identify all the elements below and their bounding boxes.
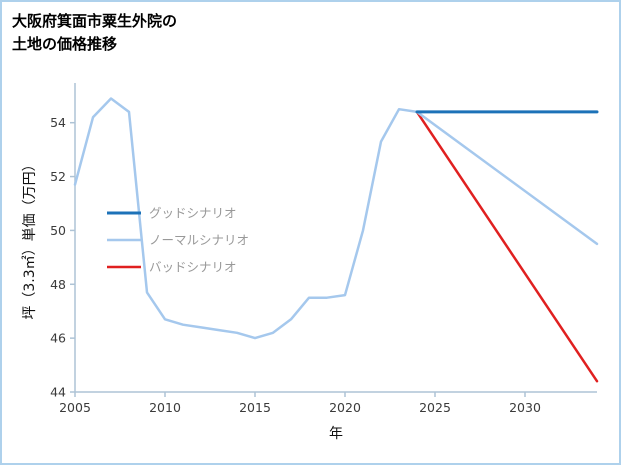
y-tick-label: 50 xyxy=(50,223,66,238)
series-line-bad xyxy=(415,110,599,383)
x-tick-label: 2010 xyxy=(149,400,181,415)
chart-title: 大阪府箕面市粟生外院の 土地の価格推移 xyxy=(12,10,177,55)
y-tick-label: 54 xyxy=(50,115,66,130)
y-tick-label: 44 xyxy=(50,385,66,400)
x-tick-label: 2025 xyxy=(419,400,451,415)
chart-title-line2: 土地の価格推移 xyxy=(12,34,118,53)
y-tick-label: 46 xyxy=(50,331,66,346)
x-tick-label: 2030 xyxy=(509,400,541,415)
y-tick-label: 48 xyxy=(50,277,66,292)
legend-label-good: グッドシナリオ xyxy=(149,206,237,221)
x-axis-label: 年 xyxy=(329,426,343,442)
x-tick-label: 2015 xyxy=(239,400,271,415)
legend-label-bad: バッドシナリオ xyxy=(149,260,237,275)
y-axis-label: 坪（3.3㎡）単価（万円） xyxy=(22,157,38,319)
chart-title-line1: 大阪府箕面市粟生外院の xyxy=(12,12,178,30)
series-line-normal xyxy=(73,97,599,340)
legend-label-normal: ノーマルシナリオ xyxy=(149,233,249,248)
x-tick-label: 2020 xyxy=(329,400,361,415)
y-tick-label: 52 xyxy=(50,169,66,184)
x-tick-label: 2005 xyxy=(59,400,91,415)
